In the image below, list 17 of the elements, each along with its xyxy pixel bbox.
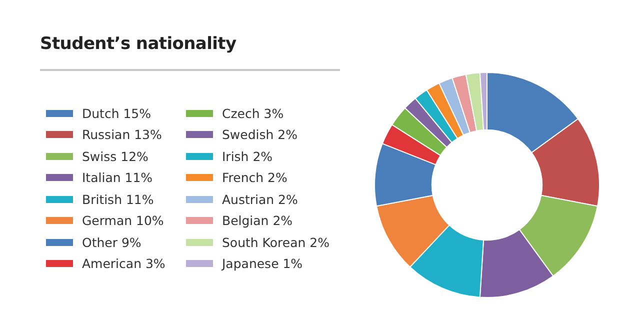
- legend-label: Japanese 1%: [222, 256, 303, 271]
- legend-label: Austrian 2%: [222, 192, 298, 206]
- legend-label: Russian 13%: [82, 127, 162, 142]
- legend-label: American 3%: [82, 256, 166, 271]
- chart-title: Student’s nationality: [40, 34, 236, 54]
- legend-label: British 11%: [82, 192, 154, 206]
- legend-label: Dutch 15%: [82, 106, 152, 120]
- legend-label: Other 9%: [82, 234, 142, 250]
- legend-label: Belgian 2%: [222, 213, 293, 228]
- legend-label: French 2%: [222, 170, 288, 185]
- legend-label: Swiss 12%: [82, 148, 148, 164]
- legend-label: German 10%: [82, 213, 164, 228]
- legend-label: Swedish 2%: [222, 127, 298, 142]
- legend-label: Czech 3%: [222, 106, 284, 120]
- legend-label: South Korean 2%: [222, 234, 330, 250]
- legend-label: Italian 11%: [82, 170, 153, 185]
- legend-label: Irish 2%: [222, 148, 273, 164]
